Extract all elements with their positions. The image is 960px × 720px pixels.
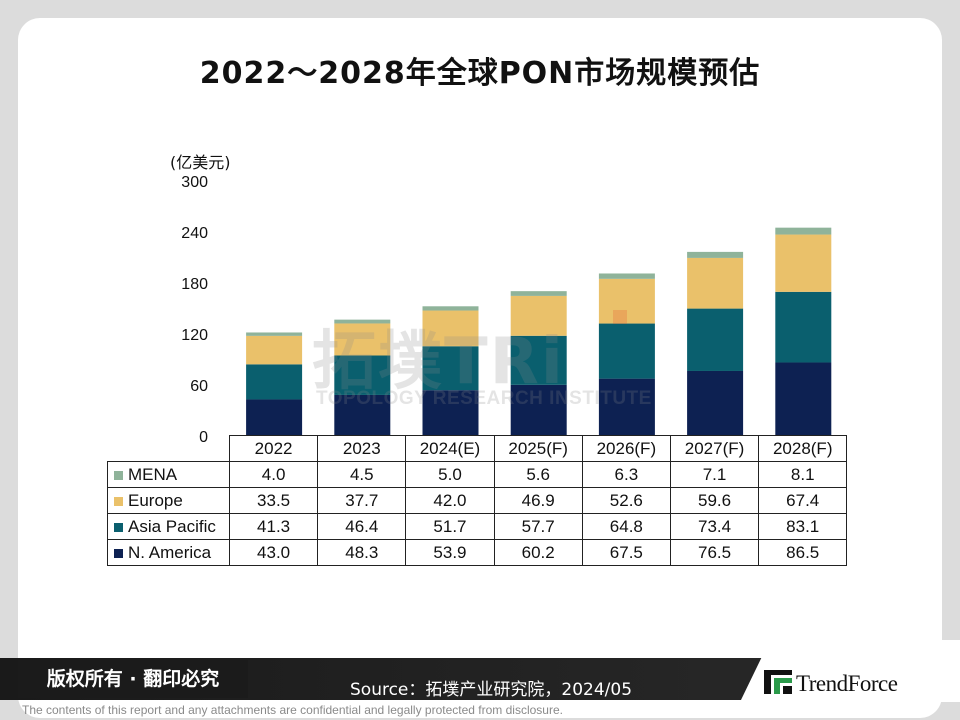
data-label: 43.0 [228, 539, 319, 566]
data-label: 67.5 [581, 539, 671, 566]
data-label: 59.6 [669, 487, 760, 514]
data-label: 41.3 [228, 513, 319, 540]
data-label: 51.7 [405, 513, 495, 540]
data-label: 64.8 [581, 513, 671, 540]
bar-europe-6 [775, 234, 832, 292]
data-label: 6.3 [581, 461, 671, 488]
legend-label: Asia Pacific [128, 516, 216, 536]
legend-swatch [114, 496, 123, 506]
legend-label: Europe [128, 490, 183, 510]
data-label: 53.9 [405, 539, 495, 566]
bar-mena-3 [510, 291, 567, 296]
x-tick-label: 2024(E) [405, 435, 495, 462]
bar-n-america-1 [334, 394, 391, 436]
bar-mena-4 [598, 273, 655, 279]
data-label: 4.0 [228, 461, 319, 488]
data-label: 86.5 [758, 539, 848, 566]
bar-asia-pacific-4 [598, 323, 655, 379]
chart-title: 2022～2028年全球PON市场规模预估 [199, 56, 761, 91]
bar-n-america-5 [687, 370, 744, 436]
bar-mena-2 [422, 306, 479, 311]
x-tick-label: 2022 [228, 435, 319, 462]
bar-n-america-0 [246, 399, 303, 436]
bar-europe-1 [334, 323, 391, 356]
bar-europe-0 [246, 335, 303, 365]
bar-mena-6 [775, 227, 832, 235]
legend-swatch [114, 470, 123, 480]
bar-n-america-6 [775, 362, 832, 436]
data-label: 83.1 [758, 513, 848, 540]
table-row: MENA 4.0 4.5 5.0 5.6 6.3 7.1 8.1 [107, 461, 848, 488]
data-label: 73.4 [669, 513, 760, 540]
data-label: 7.1 [669, 461, 760, 488]
legend-entry: N. America [107, 539, 230, 566]
data-label: 5.6 [493, 461, 583, 488]
bar-asia-pacific-0 [246, 364, 303, 400]
legend-label: MENA [128, 464, 178, 484]
x-tick-label: 2028(F) [758, 435, 848, 462]
bar-mena-1 [334, 319, 391, 324]
bar-asia-pacific-6 [775, 291, 832, 363]
legend-entry: Europe [107, 487, 230, 514]
x-tick-label: 2026(F) [581, 435, 671, 462]
table-row: Europe 33.5 37.7 42.0 46.9 52.6 59.6 67.4 [107, 487, 848, 514]
bar-europe-3 [510, 295, 567, 336]
y-tick-label: 120 [181, 327, 208, 344]
bar-asia-pacific-3 [510, 335, 567, 385]
bar-europe-5 [687, 257, 744, 309]
y-tick-label: 60 [190, 378, 208, 395]
copyright-label: 版权所有 · 翻印必究 [18, 660, 248, 698]
disclaimer: The contents of this report and any atta… [22, 703, 563, 717]
data-table: 2022 2023 2024(E) 2025(F) 2026(F) 2027(F) 2028… [107, 435, 848, 566]
data-label: 46.9 [493, 487, 583, 514]
data-label: 76.5 [669, 539, 760, 566]
x-tick-label: 2025(F) [493, 435, 583, 462]
bar-asia-pacific-5 [687, 308, 744, 371]
bar-mena-5 [687, 251, 744, 258]
legend-entry: MENA [107, 461, 230, 488]
legend-entry: Asia Pacific [107, 513, 230, 540]
bar-n-america-4 [598, 378, 655, 436]
data-label: 5.0 [405, 461, 495, 488]
y-tick-label: 300 [181, 174, 208, 191]
table-header-row: 2022 2023 2024(E) 2025(F) 2026(F) 2027(F) 2028… [108, 435, 848, 462]
bar-europe-4 [598, 278, 655, 324]
y-axis-label: (亿美元) [170, 153, 231, 172]
data-label: 42.0 [405, 487, 495, 514]
data-label: 4.5 [317, 461, 407, 488]
bar-asia-pacific-2 [422, 346, 479, 391]
source-text: Source：拓墣产业研究院，2024/05 [350, 680, 633, 700]
legend-swatch [114, 548, 123, 558]
table-corner [108, 436, 230, 462]
legend-label: N. America [128, 542, 212, 562]
trendforce-logo-icon [764, 670, 792, 694]
data-label: 46.4 [317, 513, 407, 540]
data-label: 67.4 [758, 487, 848, 514]
data-label: 37.7 [317, 487, 407, 514]
table-row: Asia Pacific 41.3 46.4 51.7 57.7 64.8 73.4 83.1 [107, 513, 848, 540]
data-label: 8.1 [758, 461, 848, 488]
data-label: 48.3 [317, 539, 407, 566]
y-tick-label: 180 [181, 276, 208, 293]
brand-name: TrendForce [796, 671, 898, 696]
data-label: 33.5 [228, 487, 319, 514]
bar-europe-2 [422, 310, 479, 347]
data-label: 60.2 [493, 539, 583, 566]
bar-asia-pacific-1 [334, 355, 391, 395]
x-tick-label: 2027(F) [669, 435, 760, 462]
y-tick-label: 240 [181, 225, 208, 242]
bar-mena-0 [246, 332, 303, 336]
bar-n-america-3 [510, 384, 567, 436]
x-tick-label: 2023 [317, 435, 407, 462]
bar-n-america-2 [422, 390, 479, 436]
data-label: 57.7 [493, 513, 583, 540]
y-tick-label: 0 [199, 429, 208, 446]
legend-swatch [114, 522, 123, 532]
data-label: 52.6 [581, 487, 671, 514]
table-row: N. America 43.0 48.3 53.9 60.2 67.5 76.5 86.5 [107, 539, 848, 566]
